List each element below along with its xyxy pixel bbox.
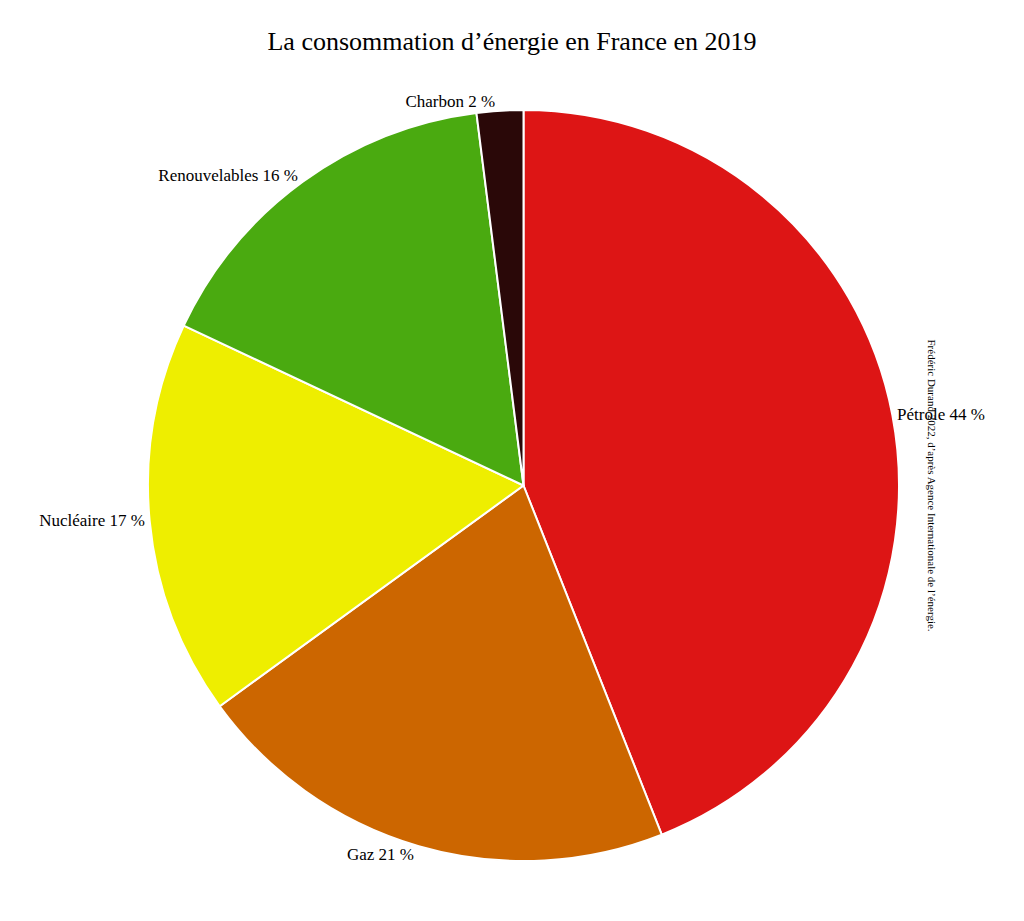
svg-text:Renouvelables 16 %: Renouvelables 16 % (158, 166, 298, 185)
svg-text:Frédéric Durand 2022, d’après: Frédéric Durand 2022, d’après Agence Int… (926, 340, 938, 632)
svg-text:La consommation d’énergie en F: La consommation d’énergie en France en 2… (267, 27, 756, 56)
svg-text:Charbon 2 %: Charbon 2 % (405, 92, 495, 111)
svg-text:Nucléaire 17 %: Nucléaire 17 % (39, 511, 145, 530)
svg-text:Pétrole 44 %: Pétrole 44 % (897, 405, 985, 424)
svg-text:Gaz 21 %: Gaz 21 % (347, 845, 414, 864)
